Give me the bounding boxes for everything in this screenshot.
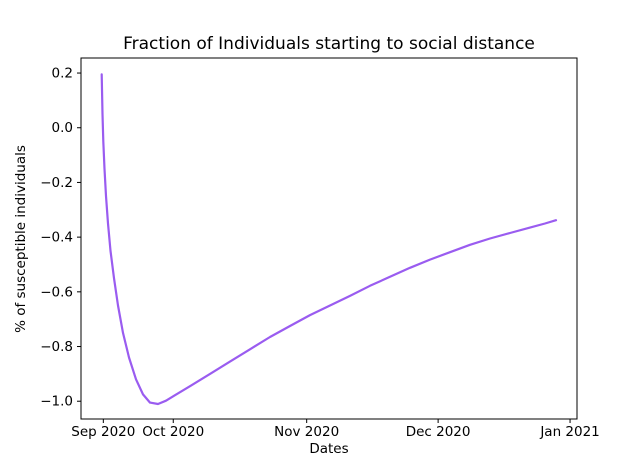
y-tick-label: −0.2 xyxy=(40,175,73,191)
x-axis-label: Dates xyxy=(309,441,349,457)
x-tick-label: Sep 2020 xyxy=(71,424,135,440)
x-tick-label: Nov 2020 xyxy=(274,424,339,440)
x-tick-label: Oct 2020 xyxy=(142,424,204,440)
y-tick-label: −0.4 xyxy=(40,230,73,246)
x-tick-label: Jan 2021 xyxy=(539,424,599,440)
chart-title: Fraction of Individuals starting to soci… xyxy=(123,34,535,54)
y-tick-label: −1.0 xyxy=(40,394,73,410)
y-tick-label: −0.8 xyxy=(40,339,73,355)
axes-frame xyxy=(80,57,578,420)
y-tick-label: 0.0 xyxy=(52,120,73,136)
data-line xyxy=(100,73,558,406)
y-tick-label: −0.6 xyxy=(40,284,73,300)
x-tick-label: Dec 2020 xyxy=(406,424,471,440)
y-tick-label: 0.2 xyxy=(52,66,73,82)
